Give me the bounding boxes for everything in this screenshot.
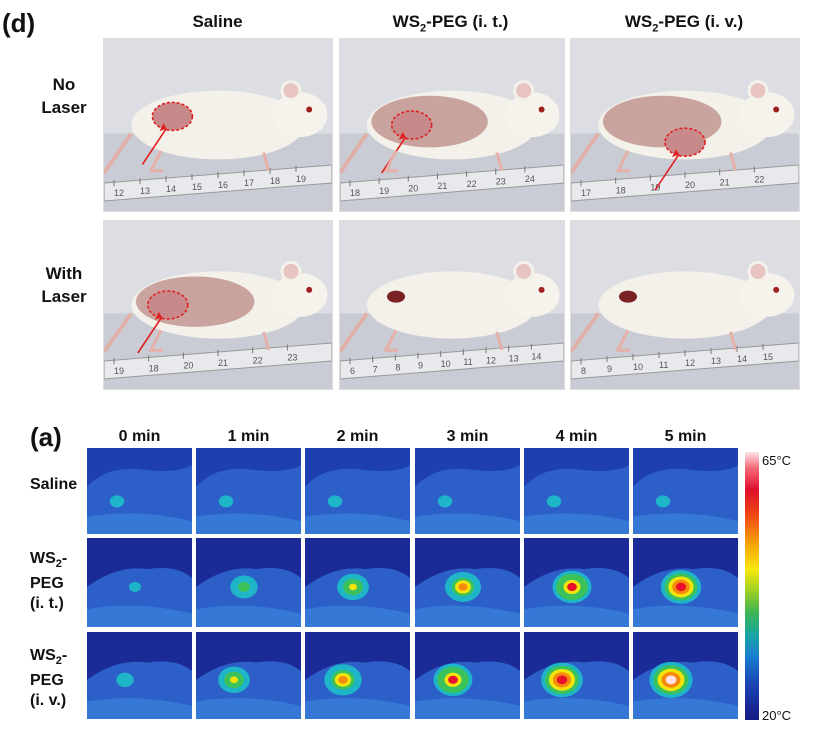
row-header-with-laser: With Laser (41, 264, 87, 306)
thermal-image-cell (524, 448, 629, 534)
mouse-photo-it-no-laser: 18 19 20 21 22 23 24 (339, 38, 565, 212)
svg-text:8: 8 (395, 363, 400, 373)
panel-a-label: (a) (30, 422, 62, 452)
svg-text:18: 18 (616, 185, 626, 195)
thermal-image-cell (524, 632, 629, 719)
svg-text:11: 11 (659, 360, 668, 370)
svg-text:13: 13 (140, 186, 150, 196)
svg-text:18: 18 (270, 176, 280, 186)
svg-text:15: 15 (763, 352, 773, 362)
thermal-image-cell (87, 632, 192, 719)
mouse-photo-saline-no-laser: 12 13 14 15 16 17 18 19 (103, 38, 333, 212)
svg-text:20: 20 (183, 361, 193, 371)
svg-text:15: 15 (192, 182, 202, 192)
mouse-photo-saline-with-laser: 19 18 20 21 22 23 (103, 220, 333, 390)
thermal-image-cell (196, 538, 301, 627)
svg-text:9: 9 (607, 364, 612, 374)
thermal-image-cell (87, 448, 192, 534)
time-header: 4 min (555, 428, 598, 445)
colorbar-min-label: 20°C (762, 708, 792, 723)
svg-text:6: 6 (350, 366, 355, 376)
mouse-photo-iv-no-laser: 17 18 19 20 21 22 (570, 38, 800, 212)
svg-text:14: 14 (166, 184, 176, 194)
mouse-photo-iv-with-laser: 8 9 10 11 12 13 14 15 (570, 220, 800, 390)
svg-text:13: 13 (509, 353, 519, 363)
thermal-row-label: Saline (30, 476, 78, 493)
svg-text:19: 19 (650, 183, 660, 193)
svg-text:18: 18 (149, 363, 159, 373)
row-header-no-laser: No Laser (41, 75, 87, 117)
svg-text:7: 7 (373, 364, 378, 374)
time-header: 2 min (336, 428, 379, 445)
svg-text:24: 24 (525, 174, 535, 184)
colorbar-max-label: 65°C (762, 453, 792, 468)
thermal-image-cell (196, 632, 301, 719)
svg-text:14: 14 (737, 354, 747, 364)
svg-text:10: 10 (633, 362, 643, 372)
svg-text:10: 10 (441, 359, 451, 369)
time-header: 5 min (664, 428, 707, 445)
thermal-row-label: WS2- PEG (i. t.) (30, 550, 68, 613)
thermal-image-cell (305, 538, 410, 627)
svg-text:12: 12 (685, 358, 695, 368)
svg-text:23: 23 (496, 176, 506, 186)
thermal-image-cell (87, 538, 192, 627)
thermal-image-cell (633, 448, 738, 534)
svg-text:22: 22 (467, 179, 477, 189)
svg-text:20: 20 (408, 184, 418, 194)
svg-text:14: 14 (531, 352, 541, 362)
svg-text:21: 21 (720, 177, 730, 187)
thermal-image-cell (415, 632, 520, 719)
time-header: 3 min (446, 428, 489, 445)
thermal-image-cell (633, 538, 738, 627)
svg-text:21: 21 (437, 181, 447, 191)
thermal-image-cell (305, 448, 410, 534)
panel-d-label: (d) (2, 8, 36, 38)
svg-text:23: 23 (287, 353, 297, 363)
svg-text:9: 9 (418, 361, 423, 371)
column-header-saline: Saline (192, 12, 243, 31)
mouse-photo-it-with-laser: 6 7 8 9 10 11 12 13 14 (339, 220, 565, 390)
svg-text:12: 12 (486, 355, 496, 365)
svg-text:12: 12 (114, 188, 124, 198)
svg-text:20: 20 (685, 180, 695, 190)
svg-text:17: 17 (581, 188, 591, 198)
thermal-image-cell (196, 448, 301, 534)
thermal-image-cell (633, 632, 738, 719)
time-header: 1 min (227, 428, 270, 445)
thermal-image-cell (415, 538, 520, 627)
svg-text:11: 11 (463, 357, 472, 367)
temperature-colorbar (745, 452, 759, 720)
svg-text:22: 22 (253, 355, 263, 365)
svg-text:18: 18 (350, 188, 360, 198)
svg-text:8: 8 (581, 366, 586, 376)
svg-text:13: 13 (711, 356, 721, 366)
thermal-row-label: WS2- PEG (i. v.) (30, 647, 68, 710)
svg-text:19: 19 (114, 366, 124, 376)
thermal-image-cell (305, 632, 410, 719)
svg-text:16: 16 (218, 180, 228, 190)
svg-text:21: 21 (218, 358, 228, 368)
time-header: 0 min (118, 428, 161, 445)
svg-text:17: 17 (244, 178, 254, 188)
svg-text:22: 22 (754, 175, 764, 185)
column-header-ws2-peg-iv: WS2-PEG (i. v.) (624, 12, 744, 35)
svg-text:19: 19 (296, 174, 306, 184)
column-header-ws2-peg-it: WS2-PEG (i. t.) (392, 12, 509, 35)
thermal-image-cell (415, 448, 520, 534)
thermal-image-cell (524, 538, 629, 627)
svg-text:19: 19 (379, 186, 389, 196)
